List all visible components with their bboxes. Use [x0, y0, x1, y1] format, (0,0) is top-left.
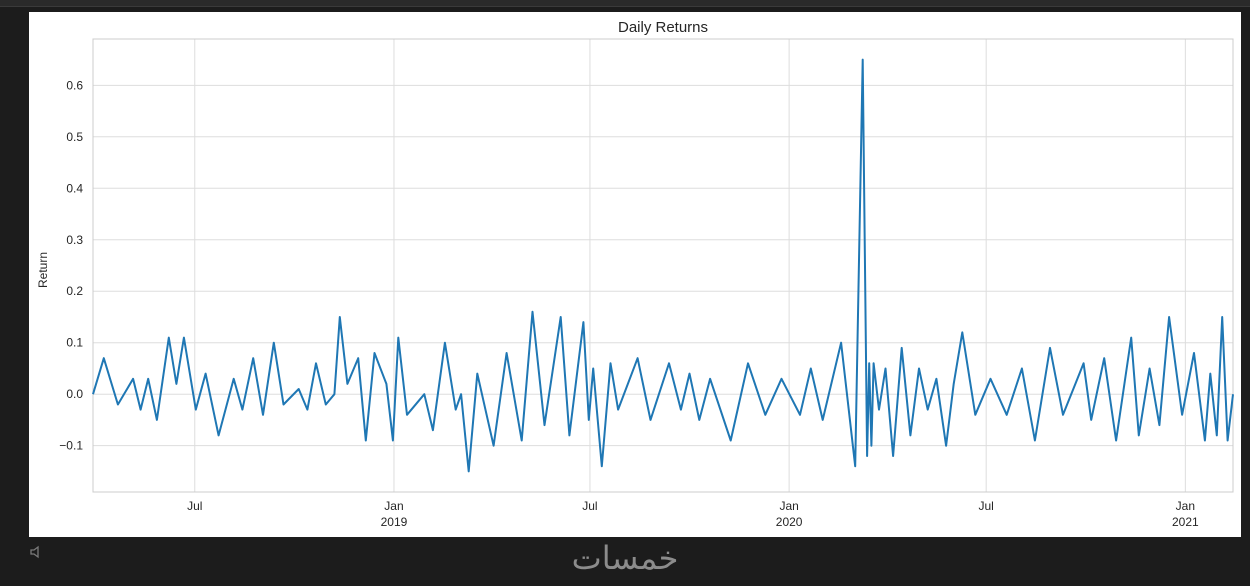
grid-lines	[93, 39, 1233, 492]
x-tick-label: Jan	[1176, 499, 1195, 513]
y-ticks: −0.1 0.0 0.1 0.2 0.3 0.4 0.5 0.6	[59, 78, 83, 452]
y-tick-label: 0.6	[66, 78, 83, 92]
series-line	[92, 58, 1234, 473]
watermark-text: خمسات	[571, 539, 679, 577]
y-tick-label: 0.3	[66, 233, 83, 247]
y-tick-label: 0.4	[66, 181, 83, 195]
x-tick-label: Jan	[779, 499, 798, 513]
y-tick-label: 0.1	[66, 336, 83, 350]
y-tick-label: 0.5	[66, 130, 83, 144]
plot-area	[93, 39, 1233, 492]
x-tick-label: Jan	[384, 499, 403, 513]
chart-title: Daily Returns	[618, 19, 708, 36]
x-tick-label: Jul	[582, 499, 597, 513]
y-tick-label: 0.2	[66, 284, 83, 298]
chart-panel: −0.1 0.0 0.1 0.2 0.3 0.4 0.5 0.6 Jul Jan 2019 Jul J…	[29, 12, 1241, 537]
y-tick-label: 0.0	[66, 387, 83, 401]
plot-border	[92, 38, 1234, 493]
x-ticks: Jul Jan 2019 Jul Jan 2020 Jul Jan 2021	[187, 499, 1199, 529]
top-strip	[0, 0, 1250, 7]
x-tick-year-label: 2021	[1172, 515, 1199, 529]
x-tick-label: Jul	[978, 499, 993, 513]
x-tick-year-label: 2019	[381, 515, 408, 529]
y-tick-label: −0.1	[59, 439, 83, 453]
x-tick-label: Jul	[187, 499, 202, 513]
watermark-logo: خمسات	[545, 536, 705, 580]
x-tick-year-label: 2020	[776, 515, 803, 529]
y-axis-label: Return	[36, 252, 50, 288]
speaker-icon	[30, 545, 39, 559]
